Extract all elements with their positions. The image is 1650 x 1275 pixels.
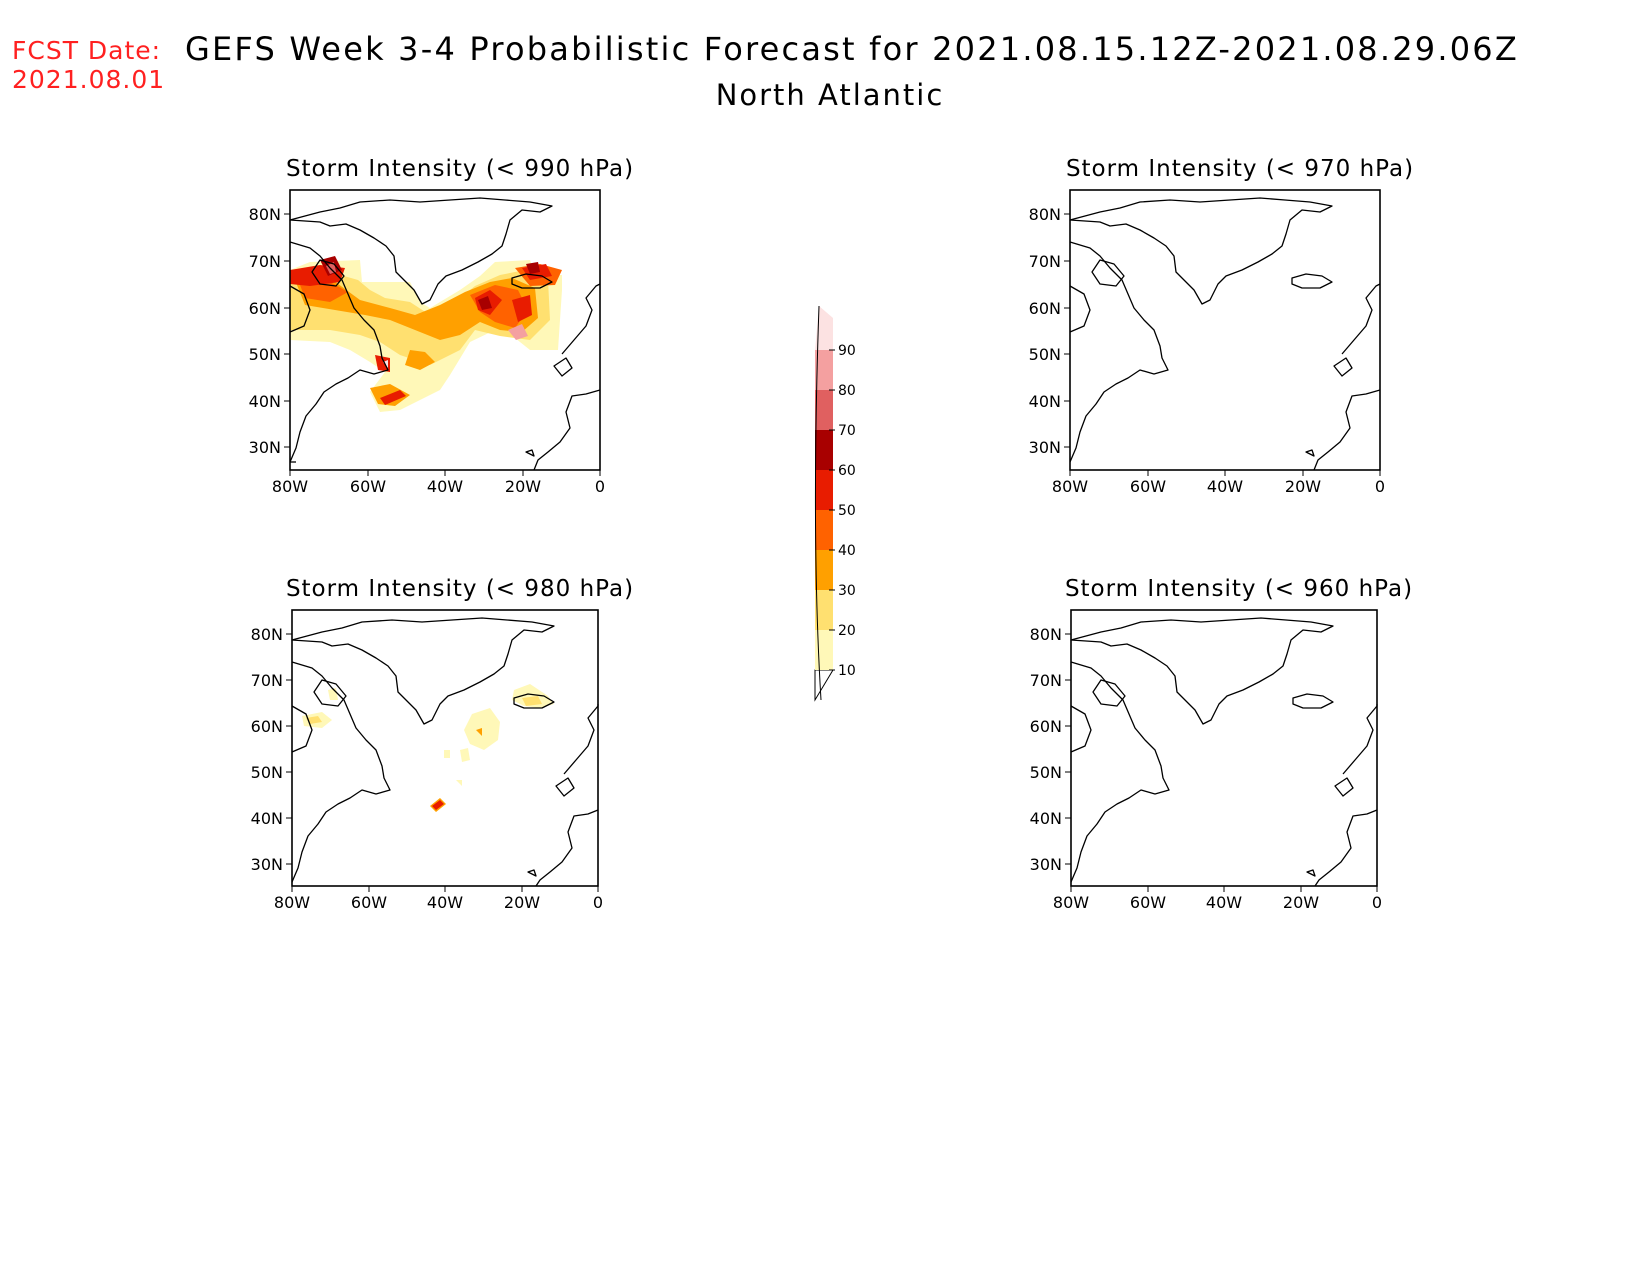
lon-label-20w: 20W — [1283, 893, 1319, 912]
colorbar: 10 20 30 40 50 60 70 80 90 — [814, 305, 856, 702]
colorbar-swatch-4 — [815, 510, 833, 550]
lat-label-50n: 50N — [1029, 345, 1061, 364]
panel-title: Storm Intensity (< 960 hPa) — [1065, 576, 1413, 602]
lon-ticks: 80W 60W 40W 20W 0 — [1052, 470, 1385, 496]
colorbar-label-50: 50 — [838, 503, 856, 519]
lat-label-60n: 60N — [1029, 299, 1061, 318]
lat-ticks: 80N 70N 60N 50N 40N 30N — [249, 205, 290, 457]
colorbar-label-40: 40 — [838, 543, 856, 559]
lat-ticks: 80N 70N 60N 50N 40N 30N — [1029, 205, 1070, 457]
probability-shading — [290, 256, 562, 412]
lon-label-20w: 20W — [1285, 477, 1321, 496]
lat-label-50n: 50N — [251, 763, 283, 782]
map-frame — [1069, 189, 1381, 471]
lat-label-80n: 80N — [249, 205, 281, 224]
lat-label-80n: 80N — [251, 625, 283, 644]
lat-label-30n: 30N — [1030, 855, 1062, 874]
lat-label-30n: 30N — [1029, 438, 1061, 457]
colorbar-label-80: 80 — [838, 383, 856, 399]
lat-label-50n: 50N — [1030, 763, 1062, 782]
colorbar-label-60: 60 — [838, 463, 856, 479]
lat-label-50n: 50N — [249, 345, 281, 364]
lat-label-70n: 70N — [249, 252, 281, 271]
lon-label-60w: 60W — [351, 893, 387, 912]
colorbar-swatch-9 — [815, 306, 833, 350]
colorbar-swatch-7 — [815, 390, 833, 430]
region-subtitle: North Atlantic — [715, 78, 945, 112]
forecast-date-label: FCST Date: — [12, 36, 162, 65]
colorbar-swatch-1 — [815, 630, 833, 670]
lon-label-40w: 40W — [427, 477, 463, 496]
colorbar-swatch-2 — [815, 590, 833, 630]
lat-label-80n: 80N — [1030, 625, 1062, 644]
lat-label-80n: 80N — [1029, 205, 1061, 224]
lon-label-20w: 20W — [504, 893, 540, 912]
lon-label-0: 0 — [1375, 477, 1385, 496]
lat-label-30n: 30N — [249, 438, 281, 457]
forecast-date-block: FCST Date: 2021.08.01 — [12, 36, 165, 94]
colorbar-swatch-5 — [815, 470, 833, 510]
lon-ticks: 80W 60W 40W 20W 0 — [272, 470, 605, 496]
lon-ticks: 80W 60W 40W 20W 0 — [274, 886, 603, 912]
colorbar-bottom-tip — [814, 669, 834, 702]
lon-label-0: 0 — [595, 477, 605, 496]
lon-label-60w: 60W — [1130, 893, 1166, 912]
lon-label-80w: 80W — [1052, 477, 1088, 496]
panel-title: Storm Intensity (< 990 hPa) — [286, 156, 634, 182]
lon-label-40w: 40W — [1206, 893, 1242, 912]
lon-label-80w: 80W — [272, 477, 308, 496]
colorbar-swatch-3 — [815, 550, 833, 590]
lon-label-80w: 80W — [1053, 893, 1089, 912]
lat-label-40n: 40N — [1030, 809, 1062, 828]
colorbar-swatch-6 — [815, 430, 833, 470]
panel-title: Storm Intensity (< 980 hPa) — [286, 576, 634, 602]
lon-label-40w: 40W — [427, 893, 463, 912]
lat-label-60n: 60N — [249, 299, 281, 318]
map-panel-960: Storm Intensity (< 960 hPa) 80N 70N 60N … — [1030, 576, 1413, 912]
lon-ticks: 80W 60W 40W 20W 0 — [1053, 886, 1382, 912]
probability-shading — [302, 684, 554, 812]
panel-title: Storm Intensity (< 970 hPa) — [1066, 156, 1414, 182]
lon-label-60w: 60W — [1130, 477, 1166, 496]
map-frame — [291, 609, 599, 887]
colorbar-label-10: 10 — [838, 663, 856, 679]
lat-label-60n: 60N — [251, 717, 283, 736]
lat-ticks: 80N 70N 60N 50N 40N 30N — [1030, 625, 1071, 874]
coastlines — [1070, 617, 1378, 887]
lat-label-40n: 40N — [249, 392, 281, 411]
map-frame — [1070, 609, 1378, 887]
lat-label-60n: 60N — [1030, 717, 1062, 736]
map-panel-980: Storm Intensity (< 980 hPa) 80N 70N 60N … — [251, 576, 634, 912]
lat-label-70n: 70N — [251, 671, 283, 690]
forecast-date-value: 2021.08.01 — [12, 65, 166, 94]
page-title: GEFS Week 3-4 Probabilistic Forecast for… — [185, 30, 1519, 68]
lon-label-0: 0 — [593, 893, 603, 912]
colorbar-swatch-8 — [815, 350, 833, 390]
colorbar-label-30: 30 — [838, 583, 856, 599]
colorbar-label-20: 20 — [838, 623, 856, 639]
map-panel-970: Storm Intensity (< 970 hPa) 80N 70N 60N … — [1029, 156, 1414, 496]
lat-label-30n: 30N — [251, 855, 283, 874]
coastlines — [1069, 197, 1381, 471]
colorbar-label-70: 70 — [838, 423, 856, 439]
map-panel-990: Storm Intensity (< 990 hPa) — [249, 156, 634, 496]
coastlines — [291, 617, 599, 887]
lat-label-70n: 70N — [1029, 252, 1061, 271]
lon-label-60w: 60W — [350, 477, 386, 496]
lat-ticks: 80N 70N 60N 50N 40N 30N — [251, 625, 292, 874]
colorbar-outline — [814, 305, 822, 701]
colorbar-label-90: 90 — [838, 343, 856, 359]
lat-label-40n: 40N — [251, 809, 283, 828]
lat-label-40n: 40N — [1029, 392, 1061, 411]
coastlines — [289, 197, 601, 471]
lat-label-70n: 70N — [1030, 671, 1062, 690]
lon-label-20w: 20W — [505, 477, 541, 496]
lon-label-0: 0 — [1372, 893, 1382, 912]
lon-label-40w: 40W — [1207, 477, 1243, 496]
lon-label-80w: 80W — [274, 893, 310, 912]
